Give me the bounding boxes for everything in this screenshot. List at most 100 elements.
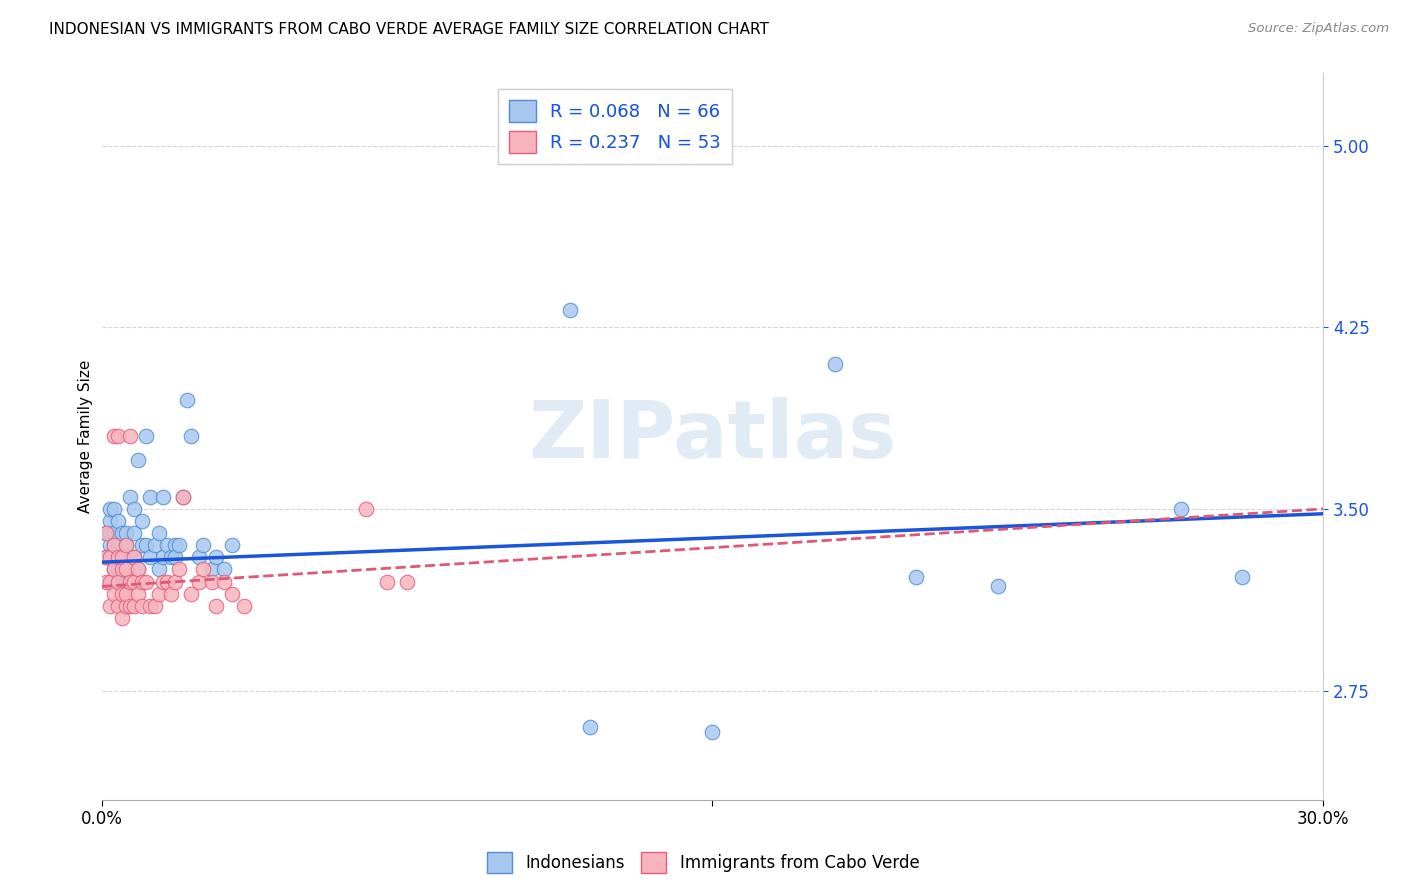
Point bbox=[139, 490, 162, 504]
Point bbox=[180, 587, 202, 601]
Point bbox=[212, 562, 235, 576]
Point bbox=[111, 550, 134, 565]
Point bbox=[103, 562, 125, 576]
Point bbox=[103, 526, 125, 541]
Point bbox=[120, 550, 142, 565]
Point bbox=[156, 574, 179, 589]
Point bbox=[356, 502, 378, 516]
Point bbox=[139, 550, 162, 565]
Point bbox=[98, 526, 121, 541]
Point bbox=[115, 526, 138, 541]
Point bbox=[212, 574, 235, 589]
Point bbox=[163, 574, 186, 589]
Point bbox=[143, 599, 166, 613]
Point bbox=[131, 538, 153, 552]
Point bbox=[103, 550, 125, 565]
Point bbox=[122, 526, 145, 541]
Point bbox=[120, 490, 142, 504]
Point bbox=[107, 574, 129, 589]
Point bbox=[122, 599, 145, 613]
Point bbox=[180, 429, 202, 443]
Point bbox=[135, 538, 157, 552]
Point bbox=[905, 570, 928, 584]
Point bbox=[111, 611, 134, 625]
Point bbox=[127, 562, 149, 576]
Point bbox=[115, 538, 138, 552]
Point bbox=[395, 574, 418, 589]
Point bbox=[107, 550, 129, 565]
Point bbox=[107, 550, 129, 565]
Point bbox=[94, 526, 117, 541]
Point bbox=[111, 587, 134, 601]
Point bbox=[120, 429, 142, 443]
Point bbox=[152, 550, 174, 565]
Point bbox=[204, 550, 226, 565]
Legend: Indonesians, Immigrants from Cabo Verde: Indonesians, Immigrants from Cabo Verde bbox=[479, 846, 927, 880]
Point bbox=[1170, 502, 1192, 516]
Point bbox=[148, 526, 170, 541]
Point bbox=[986, 579, 1008, 593]
Point bbox=[176, 392, 198, 407]
Point bbox=[135, 429, 157, 443]
Point bbox=[98, 538, 121, 552]
Point bbox=[160, 550, 183, 565]
Text: INDONESIAN VS IMMIGRANTS FROM CABO VERDE AVERAGE FAMILY SIZE CORRELATION CHART: INDONESIAN VS IMMIGRANTS FROM CABO VERDE… bbox=[49, 22, 769, 37]
Point bbox=[127, 562, 149, 576]
Point bbox=[115, 599, 138, 613]
Point bbox=[172, 490, 194, 504]
Point bbox=[111, 538, 134, 552]
Point bbox=[120, 599, 142, 613]
Point bbox=[115, 562, 138, 576]
Point bbox=[107, 574, 129, 589]
Point bbox=[115, 587, 138, 601]
Point bbox=[200, 574, 222, 589]
Point bbox=[148, 587, 170, 601]
Point bbox=[167, 562, 190, 576]
Point bbox=[107, 562, 129, 576]
Point bbox=[103, 538, 125, 552]
Point bbox=[824, 357, 846, 371]
Point bbox=[221, 538, 243, 552]
Point bbox=[111, 550, 134, 565]
Point bbox=[107, 599, 129, 613]
Point bbox=[558, 303, 581, 318]
Point bbox=[188, 550, 211, 565]
Point bbox=[103, 538, 125, 552]
Point bbox=[122, 550, 145, 565]
Point bbox=[94, 550, 117, 565]
Y-axis label: Average Family Size: Average Family Size bbox=[79, 359, 93, 513]
Point bbox=[103, 502, 125, 516]
Point bbox=[122, 574, 145, 589]
Point bbox=[107, 429, 129, 443]
Point bbox=[103, 562, 125, 576]
Point bbox=[204, 599, 226, 613]
Point bbox=[111, 562, 134, 576]
Text: ZIPatlas: ZIPatlas bbox=[529, 397, 897, 475]
Point bbox=[111, 526, 134, 541]
Point bbox=[139, 599, 162, 613]
Point bbox=[131, 599, 153, 613]
Point bbox=[98, 514, 121, 528]
Point bbox=[135, 574, 157, 589]
Point bbox=[98, 599, 121, 613]
Point bbox=[702, 724, 724, 739]
Point bbox=[115, 574, 138, 589]
Point bbox=[193, 538, 215, 552]
Point bbox=[122, 502, 145, 516]
Point bbox=[375, 574, 398, 589]
Text: Source: ZipAtlas.com: Source: ZipAtlas.com bbox=[1249, 22, 1389, 36]
Point bbox=[193, 562, 215, 576]
Point bbox=[111, 574, 134, 589]
Point bbox=[172, 490, 194, 504]
Point bbox=[98, 574, 121, 589]
Legend: R = 0.068   N = 66, R = 0.237   N = 53: R = 0.068 N = 66, R = 0.237 N = 53 bbox=[498, 89, 731, 164]
Point bbox=[148, 562, 170, 576]
Point bbox=[107, 538, 129, 552]
Point bbox=[188, 574, 211, 589]
Point bbox=[98, 550, 121, 565]
Point bbox=[156, 538, 179, 552]
Point bbox=[94, 526, 117, 541]
Point bbox=[163, 538, 186, 552]
Point bbox=[579, 720, 602, 734]
Point bbox=[131, 514, 153, 528]
